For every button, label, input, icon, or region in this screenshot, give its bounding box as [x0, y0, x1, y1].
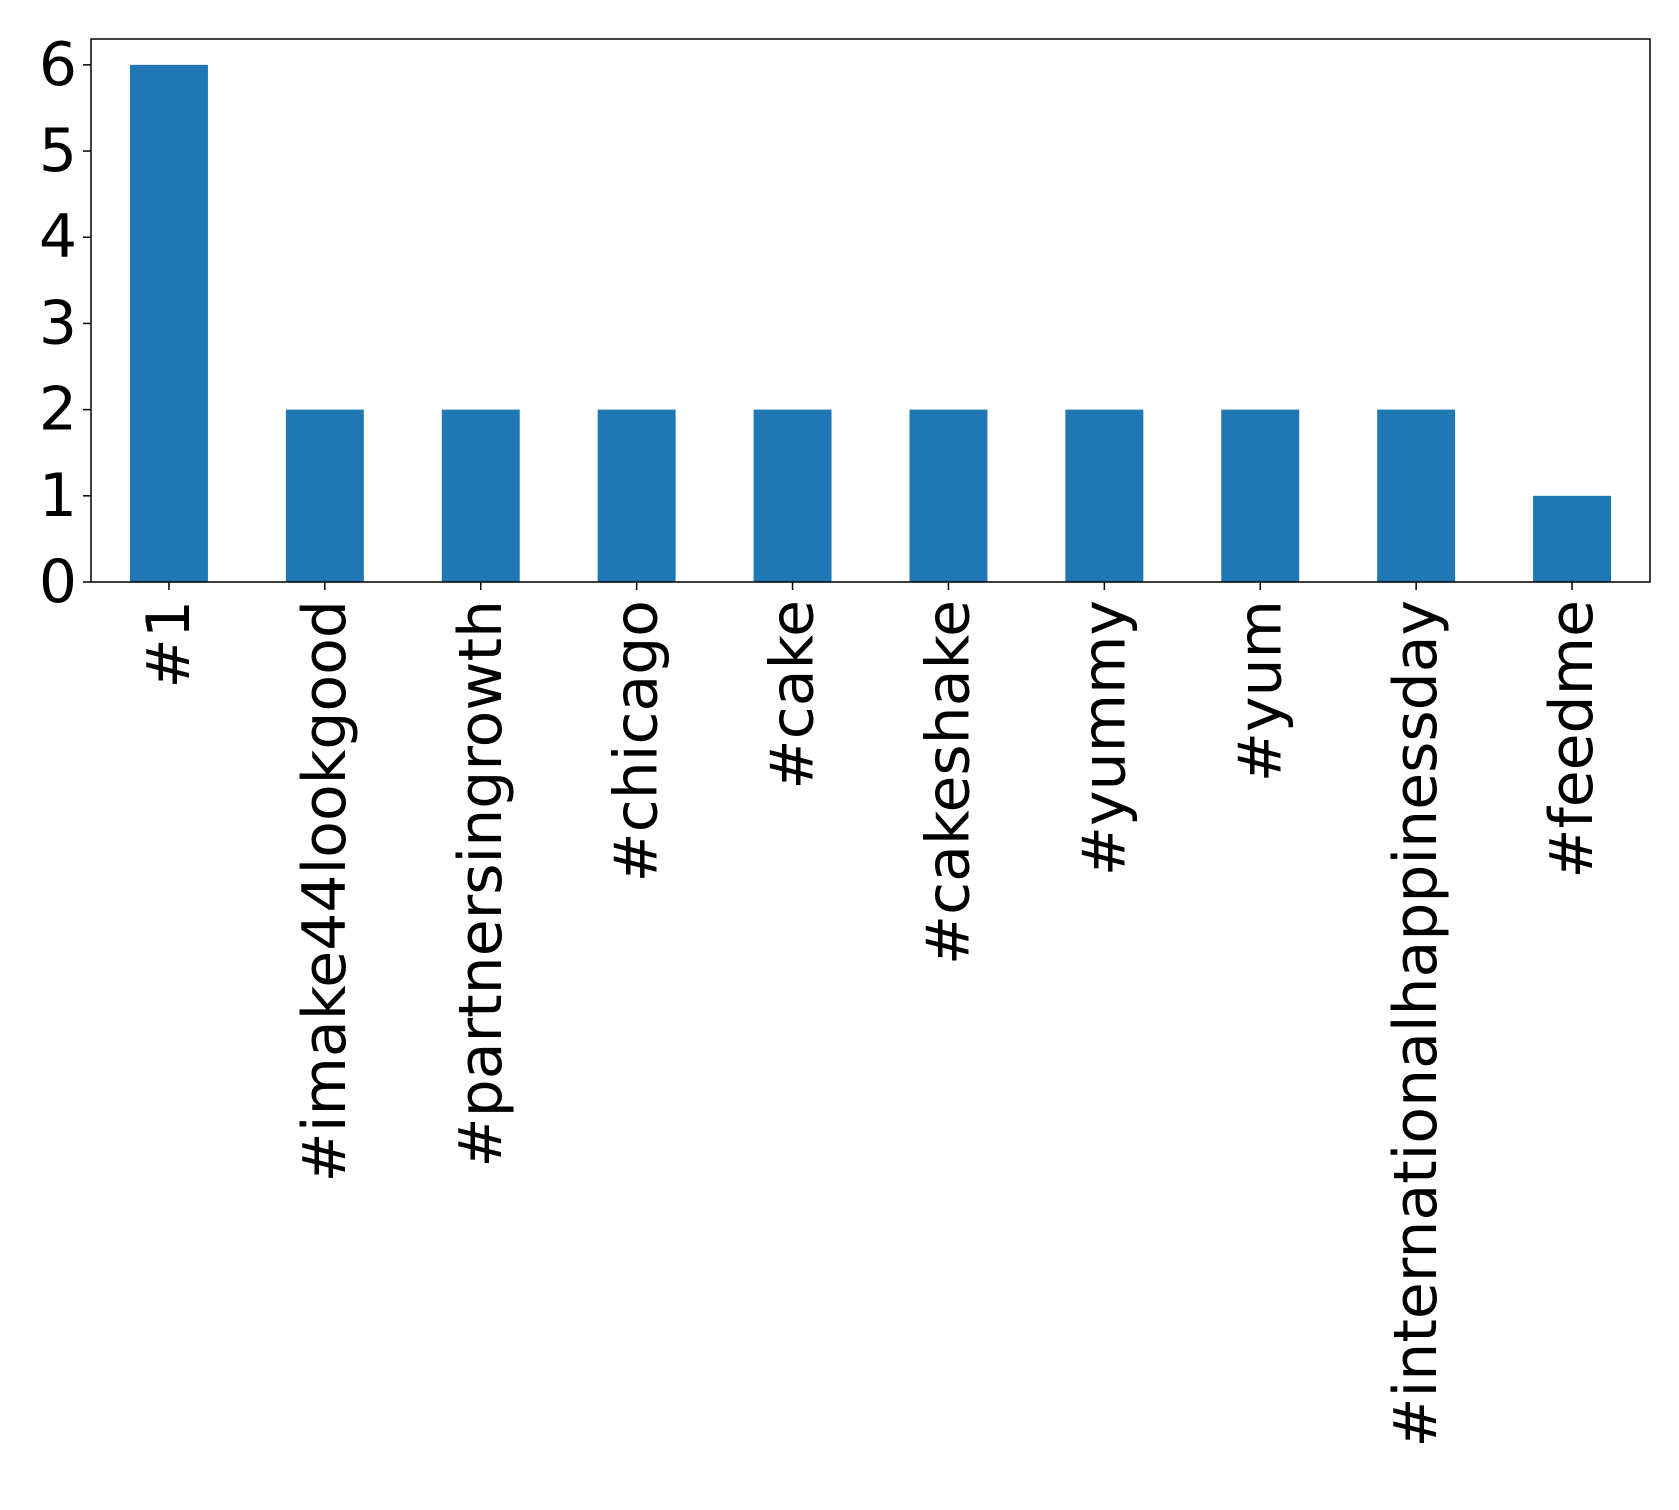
- x-tick-label: #feedme: [1537, 600, 1607, 879]
- x-tick-label: #imake44lookgood: [290, 600, 360, 1182]
- x-tick-label: #cakeshake: [913, 600, 983, 965]
- bar-8: [1377, 409, 1456, 582]
- x-tick-label: #yum: [1225, 600, 1295, 782]
- y-tick-label: 6: [39, 30, 77, 100]
- bar-5: [909, 409, 988, 582]
- y-tick-label: 1: [39, 461, 77, 531]
- bar-7: [1221, 409, 1300, 582]
- x-axis: #1 #imake44lookgood #partnersingrowth #chic…: [134, 582, 1607, 1448]
- x-tick-label: #1: [134, 600, 204, 688]
- x-tick-label: #chicago: [602, 600, 672, 883]
- y-tick-label: 0: [39, 547, 77, 617]
- x-tick-label: #yummy: [1069, 600, 1139, 876]
- y-tick-label: 3: [39, 288, 77, 358]
- x-tick-label: #partnersingrowth: [446, 600, 516, 1168]
- bar-3: [597, 409, 676, 582]
- y-tick-label: 5: [39, 116, 77, 186]
- x-tick-label: #cake: [758, 600, 828, 790]
- bar-1: [285, 409, 364, 582]
- y-tick-label: 2: [39, 375, 77, 445]
- bars-group: [129, 64, 1612, 583]
- bar-0: [129, 64, 208, 583]
- y-axis: 0 1 2 3 4 5 6: [39, 30, 91, 617]
- bar-9: [1533, 495, 1612, 582]
- bar-6: [1065, 409, 1144, 582]
- bar-4: [753, 409, 832, 582]
- plot-frame: [90, 38, 1651, 583]
- y-tick-label: 4: [39, 202, 77, 272]
- bar-2: [441, 409, 520, 582]
- x-tick-label: #internationalhappinessday: [1381, 600, 1451, 1448]
